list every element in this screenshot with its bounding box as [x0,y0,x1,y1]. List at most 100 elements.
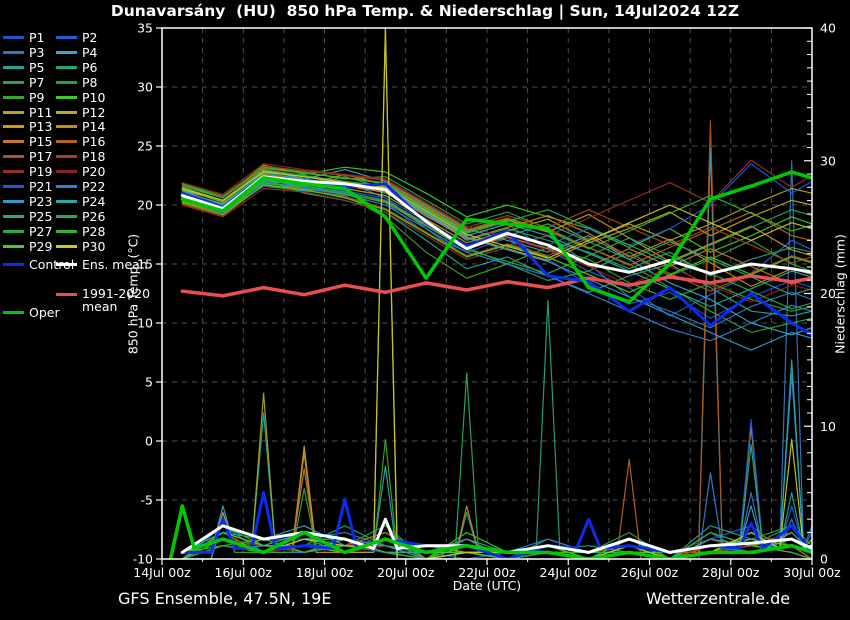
climate-mean-line [180,274,812,298]
svg-text:18Jul 00z: 18Jul 00z [296,565,354,580]
legend-swatch-ens-mean [56,263,77,267]
legend-swatch-p10 [56,95,77,99]
legend-label-p21: P21 [29,179,53,194]
svg-text:0: 0 [820,552,828,567]
legend-item-p5: P5 [3,61,45,74]
legend-item-p27: P27 [3,225,52,238]
legend-item-oper: Oper [3,306,60,319]
legend-swatch-p24 [56,199,77,203]
svg-text:15: 15 [137,257,153,272]
svg-text:35: 35 [137,21,153,36]
legend-item-p7: P7 [3,76,45,89]
legend-swatch-p23 [3,199,24,203]
member-temp-P25 [181,179,812,296]
footer-site-label: Wetterzentrale.de [646,589,791,608]
legend-item-p12: P12 [56,105,105,119]
legend-item-p16: P16 [56,135,105,148]
svg-text:16Jul 00z: 16Jul 00z [215,565,273,580]
member-temp-P20 [181,163,812,303]
legend-swatch-p6 [56,65,77,69]
legend-label-p7: P7 [29,74,45,90]
legend-label-p16: P16 [82,134,106,150]
svg-text:10: 10 [137,316,153,331]
legend-swatch-p5 [3,65,24,69]
legend-label-p19: P19 [29,164,53,180]
legend-item-p26: P26 [56,210,105,223]
legend-label-p6: P6 [82,59,98,75]
y-axis-label-left: 850 hPa Temp. (°C) [125,233,141,355]
legend-swatch-p11 [3,110,24,114]
svg-text:5: 5 [145,375,153,390]
legend-label-p18: P18 [82,149,106,165]
svg-text:24Jul 00z: 24Jul 00z [540,565,598,580]
svg-text:30: 30 [137,80,153,95]
member-temp-P15 [181,182,812,285]
legend-swatch-climate-mean [56,293,77,296]
member-precip-P30 [181,28,812,559]
legend-item-p18: P18 [56,150,105,163]
legend-item-p4: P4 [56,46,98,59]
legend-item-p8: P8 [56,76,98,89]
legend-item-p17: P17 [3,150,52,163]
legend-item-p14: P14 [56,120,105,134]
legend-label-p8: P8 [82,74,98,90]
legend-swatch-p4 [56,50,77,54]
legend-label-p24: P24 [82,193,106,209]
legend-label-p5: P5 [29,59,45,75]
svg-text:30: 30 [820,153,836,168]
legend-swatch-p19 [3,170,24,174]
legend-swatch-control [3,263,24,267]
legend-label-p28: P28 [82,223,106,239]
y-axis-label-right: Niederschlag (mm) [832,234,848,354]
series-lines [168,28,812,559]
legend-swatch-p14 [56,125,77,129]
legend-item-p3: P3 [3,46,45,59]
member-temp-P23 [181,180,812,351]
svg-text:26Jul 00z: 26Jul 00z [621,565,679,580]
legend-swatch-p29 [3,244,24,248]
legend-label-p9: P9 [29,89,45,105]
legend-item-climate-mean: 1991-2020 mean [56,287,160,313]
svg-text:28Jul 00z: 28Jul 00z [702,565,760,580]
svg-text:-10: -10 [133,552,153,567]
chart-title: Dunavarsány (HU) 850 hPa Temp. & Nieders… [110,2,740,20]
legend-label-p13: P13 [29,119,53,135]
legend-label-p29: P29 [29,238,53,254]
legend-label-p27: P27 [29,223,53,239]
legend-swatch-p21 [3,185,24,189]
axis-tick-labels: 35 30 25 20 15 10 5 0 -5 -10 40 30 20 10 0 14Jul 00z 16J… [133,21,842,581]
legend-item-p28: P28 [56,225,105,238]
legend-label-p1: P1 [29,30,45,45]
member-precip-P19 [181,538,812,559]
legend-label-p23: P23 [29,193,53,209]
legend-item-p20: P20 [56,165,105,178]
legend-item-p13: P13 [3,119,53,135]
legend-label-p17: P17 [29,149,53,165]
legend-swatch-p2 [56,36,77,40]
x-axis-label: Date (UTC) [452,578,522,593]
legend-swatch-p18 [56,155,77,159]
svg-text:20Jul 00z: 20Jul 00z [377,565,435,580]
legend-item-ens-mean: Ens. mean [56,258,148,271]
legend-swatch-p12 [56,110,77,114]
svg-text:0: 0 [145,434,153,449]
legend-item-control: Control [3,258,74,271]
legend-label-ens-mean: Ens. mean [82,257,148,272]
legend-item-p24: P24 [56,195,105,208]
legend-item-p25: P25 [3,210,52,223]
legend-swatch-p30 [56,244,77,248]
legend-swatch-p22 [56,185,77,189]
member-precip-P11 [181,28,812,559]
svg-text:22Jul 00z: 22Jul 00z [458,565,516,580]
gridlines [162,28,812,559]
legend-swatch-p16 [56,140,77,144]
member-temp-P19 [181,159,812,260]
legend-item-p11: P11 [3,105,52,119]
member-temp-P29 [181,184,812,293]
legend-label-p20: P20 [82,164,106,180]
legend-label-p3: P3 [29,44,45,60]
legend-label-oper: Oper [29,305,60,320]
legend-item-p15: P15 [3,135,52,148]
axis-ticks [156,27,813,565]
